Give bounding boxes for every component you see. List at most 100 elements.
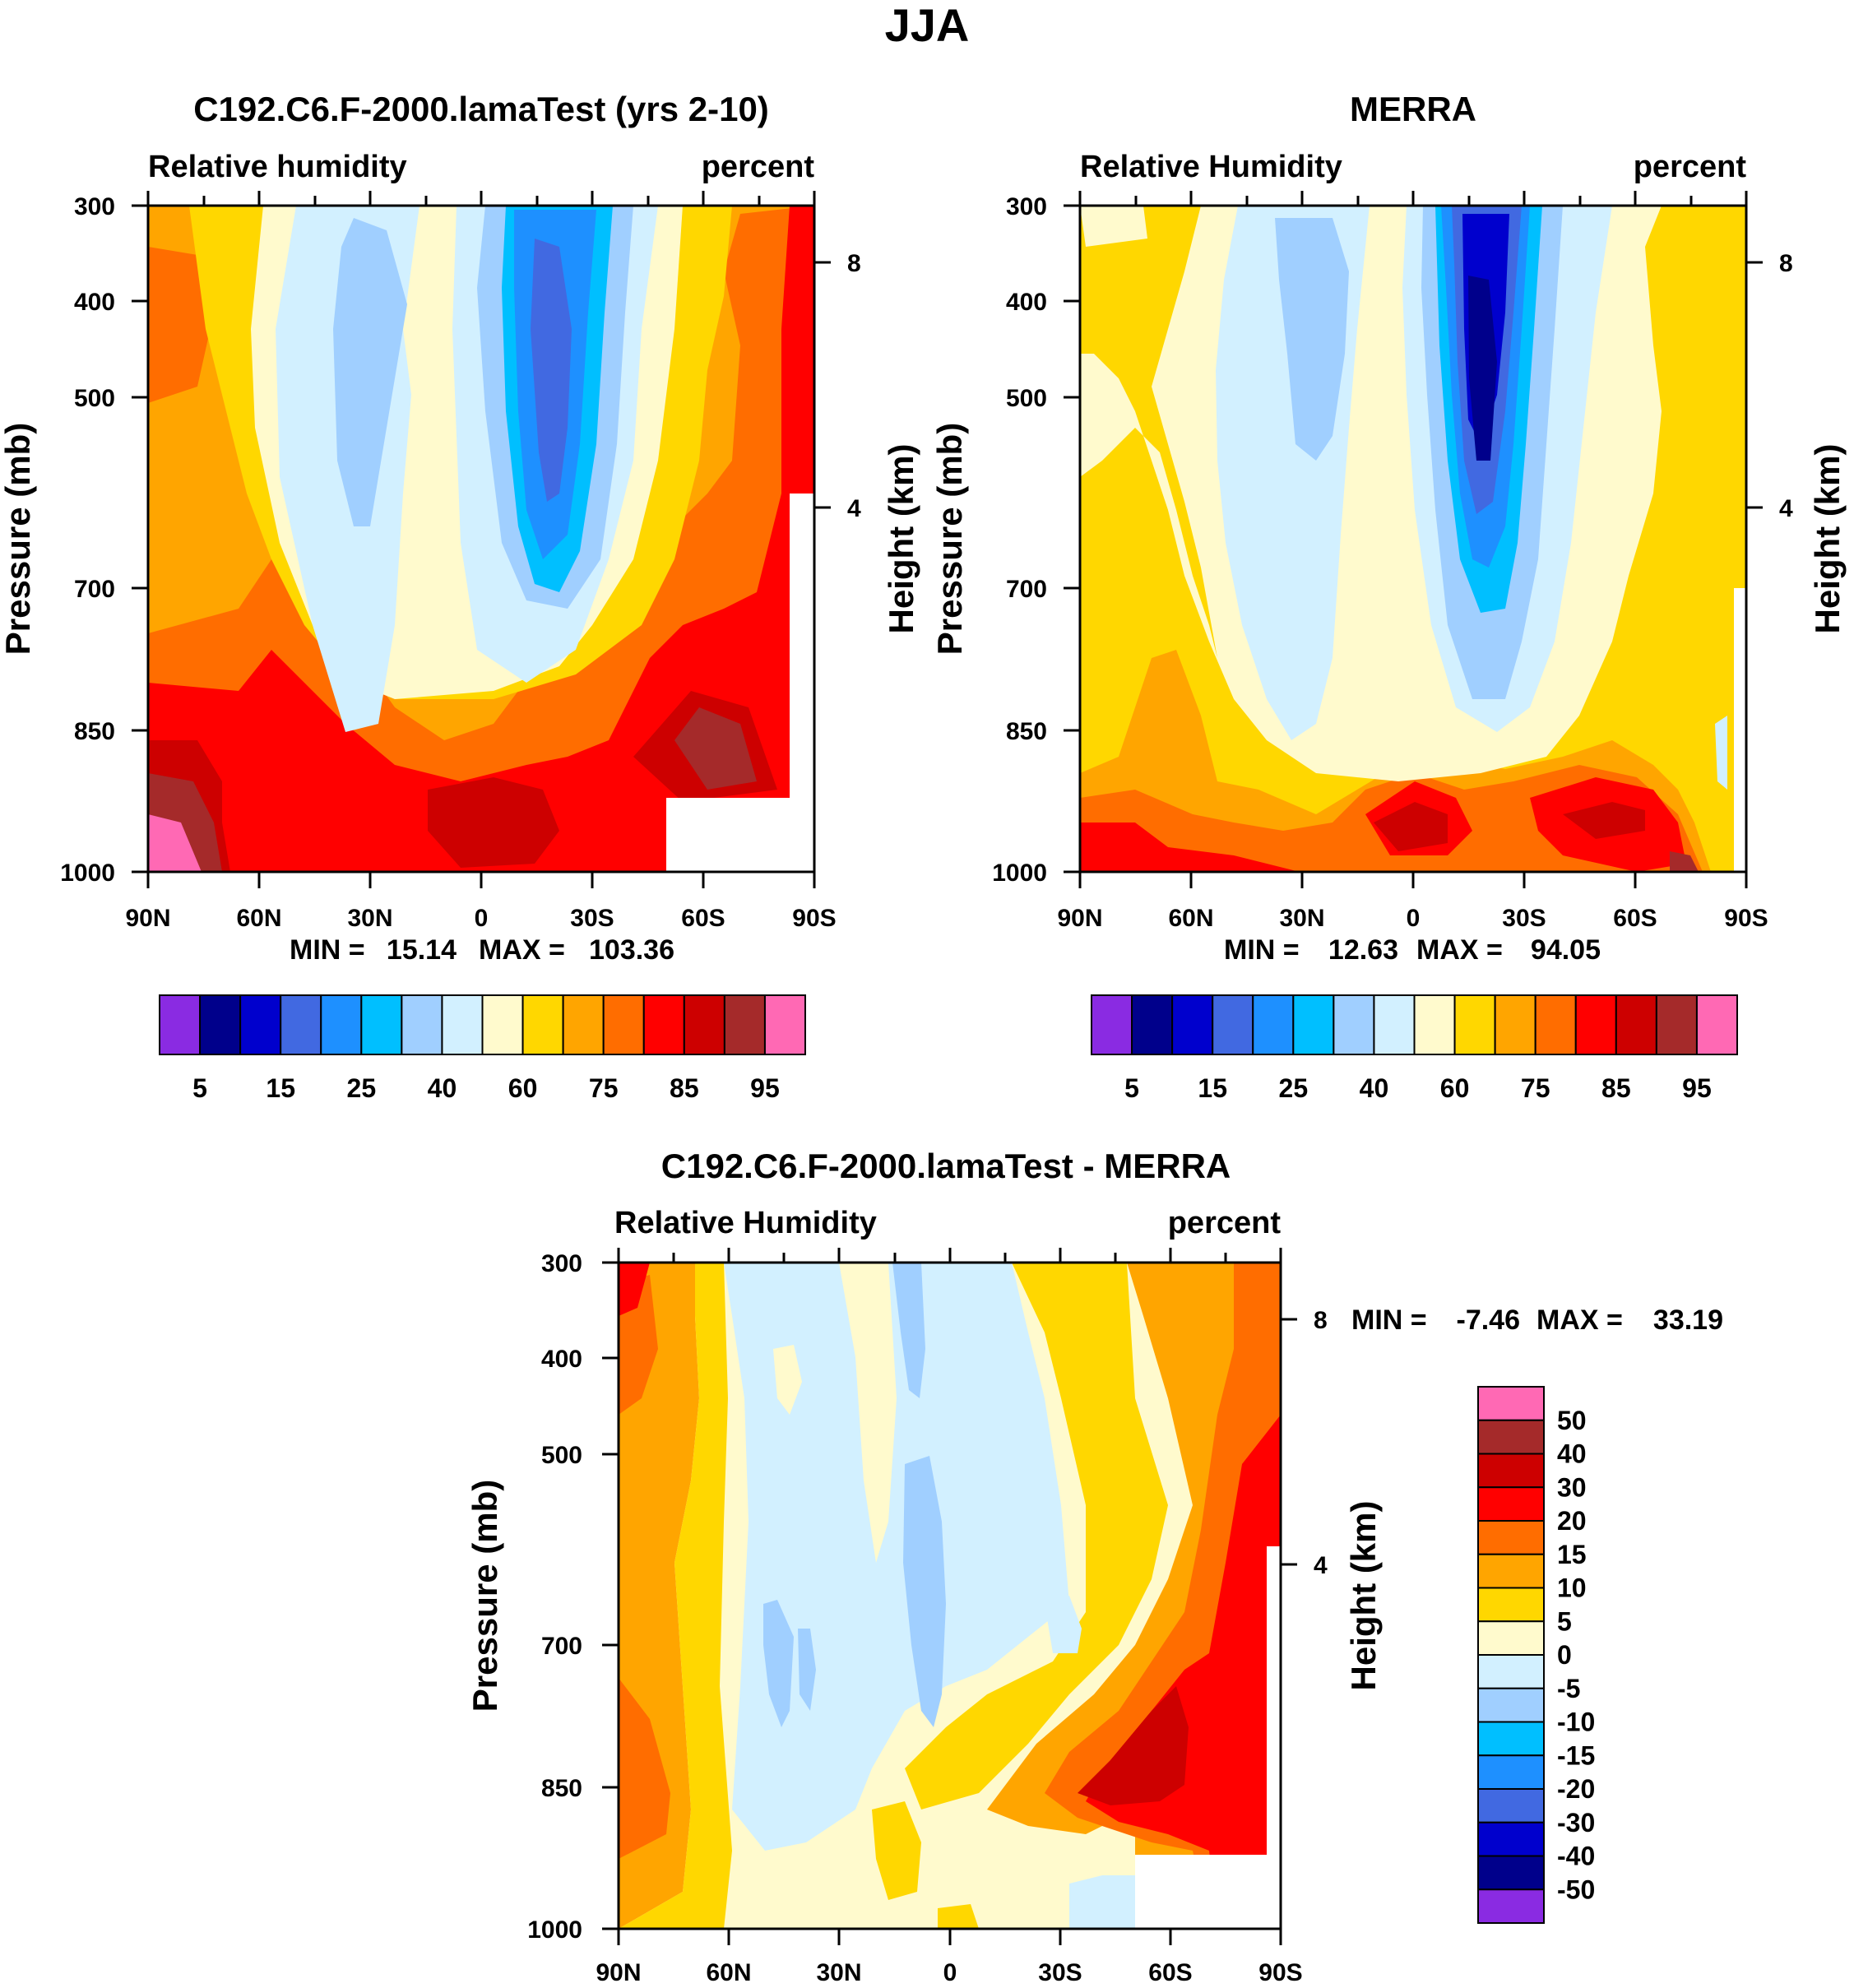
min-value: 12.63 bbox=[1328, 934, 1398, 966]
contour-band bbox=[1715, 716, 1727, 790]
max-value: 103.36 bbox=[589, 934, 674, 966]
y-tick-label: 1000 bbox=[992, 860, 1047, 887]
x-tick-labels: 90N 60N 30N 0 30S 60S 90S bbox=[1057, 905, 1768, 932]
colorbar-swatch bbox=[1477, 1721, 1545, 1757]
y-tick-labels: 300 400 500 700 850 1000 bbox=[60, 193, 115, 887]
y-tick-label: 500 bbox=[1006, 385, 1047, 412]
contour-band bbox=[773, 1345, 802, 1415]
y-axis-title: Pressure (mb) bbox=[0, 423, 37, 655]
contour-band bbox=[1374, 802, 1448, 851]
x-tick-labels: 90N 60N 30N 0 30S 60S 90S bbox=[596, 1959, 1302, 1986]
colorbar-swatch bbox=[1477, 1821, 1545, 1857]
colorbar-label: 0 bbox=[1557, 1640, 1572, 1670]
colorbar-swatch bbox=[1091, 994, 1133, 1055]
y-right-tick-labels: 8 4 bbox=[847, 250, 861, 522]
y-axis-title: Pressure (mb) bbox=[930, 423, 969, 655]
missing-data-region bbox=[1734, 588, 1746, 872]
panel-obs: MERRA Relative Humidity percent bbox=[930, 90, 1847, 1103]
contour-band bbox=[619, 1678, 670, 1859]
colorbar-swatch bbox=[1477, 1855, 1545, 1891]
min-max-readout: MIN = 15.14 MAX = 103.36 bbox=[290, 934, 674, 966]
colorbar-swatch bbox=[481, 994, 524, 1055]
panel-diff: C192.C6.F-2000.lamaTest - MERRA Relative… bbox=[466, 1147, 1723, 1986]
colorbar-swatch bbox=[1373, 994, 1416, 1055]
contour-band bbox=[1069, 1875, 1135, 1929]
colorbar-swatch bbox=[1477, 1520, 1545, 1555]
colorbar-swatch bbox=[1655, 994, 1698, 1055]
colorbar-label: 25 bbox=[347, 1073, 377, 1103]
y-tick-label: 400 bbox=[541, 1346, 582, 1373]
colorbar-swatch bbox=[1252, 994, 1295, 1055]
colorbar-label: 15 bbox=[1557, 1540, 1587, 1569]
colorbar-label: 85 bbox=[1601, 1073, 1631, 1103]
colorbar-swatch bbox=[1574, 994, 1617, 1055]
x-tick-label: 60N bbox=[236, 905, 281, 932]
colorbar-swatch bbox=[1477, 1553, 1545, 1589]
colorbar-label: -30 bbox=[1557, 1808, 1595, 1837]
colorbar-label: 15 bbox=[266, 1073, 295, 1103]
colorbar-label: 75 bbox=[589, 1073, 619, 1103]
colorbar-swatch bbox=[1477, 1788, 1545, 1823]
colorbar-swatch bbox=[1477, 1453, 1545, 1489]
contour-band bbox=[531, 239, 572, 502]
contour-band bbox=[872, 1801, 921, 1900]
colorbar-swatch bbox=[1333, 994, 1375, 1055]
y-right-axis-title: Height (km) bbox=[882, 444, 920, 634]
x-tick-label: 30N bbox=[1279, 905, 1324, 932]
contour-field bbox=[619, 1263, 1281, 1929]
y-right-axis-title: Height (km) bbox=[1808, 444, 1847, 634]
colorbar-swatch bbox=[521, 994, 564, 1055]
y-tick-label: 500 bbox=[74, 385, 115, 412]
y-axis-title: Pressure (mb) bbox=[466, 1480, 504, 1712]
missing-data-region bbox=[790, 494, 814, 806]
colorbar-swatch bbox=[723, 994, 766, 1055]
colorbar-swatch bbox=[1477, 1620, 1545, 1656]
colorbar-swatch bbox=[1477, 1419, 1545, 1455]
y-tick-label: 1000 bbox=[527, 1916, 582, 1944]
colorbar-swatch bbox=[1477, 1888, 1545, 1924]
contour-band bbox=[938, 1904, 979, 1929]
units-label: percent bbox=[1634, 150, 1747, 184]
y-tick-label: 500 bbox=[541, 1442, 582, 1469]
contour-band bbox=[1080, 823, 1300, 872]
variable-label: Relative Humidity bbox=[1080, 150, 1342, 184]
panel-model: C192.C6.F-2000.lamaTest (yrs 2-10) Relat… bbox=[0, 90, 920, 1103]
colorbar: 5 15 25 40 60 75 85 95 bbox=[1091, 994, 1738, 1103]
x-tick-label: 0 bbox=[1407, 905, 1421, 932]
min-label: MIN = bbox=[1224, 934, 1300, 966]
contour-band bbox=[839, 1263, 897, 1563]
colorbar-label: -50 bbox=[1557, 1874, 1595, 1904]
colorbar-swatch bbox=[441, 994, 484, 1055]
y-tick-label: 400 bbox=[74, 289, 115, 316]
x-tick-labels: 90N 60N 30N 0 30S 60S 90S bbox=[125, 905, 836, 932]
panel-title: MERRA bbox=[1350, 90, 1476, 128]
colorbar-swatch bbox=[1131, 994, 1174, 1055]
height-tick-label: 8 bbox=[1779, 250, 1793, 277]
colorbar-swatch bbox=[1477, 1654, 1545, 1689]
colorbar-label: 5 bbox=[192, 1073, 207, 1103]
max-label: MAX = bbox=[479, 934, 565, 966]
figure-title: JJA bbox=[885, 0, 970, 51]
contour-band bbox=[333, 218, 407, 526]
colorbar-label: 20 bbox=[1557, 1506, 1587, 1536]
colorbar-swatch bbox=[1695, 994, 1738, 1055]
units-label: percent bbox=[1168, 1206, 1282, 1240]
x-ticks bbox=[602, 1248, 1297, 1945]
colorbar-label: 95 bbox=[750, 1073, 780, 1103]
colorbar-label: -5 bbox=[1557, 1674, 1580, 1703]
contour-band bbox=[148, 814, 202, 872]
x-tick-label: 30S bbox=[1038, 1959, 1082, 1986]
x-tick-label: 30S bbox=[1502, 905, 1546, 932]
colorbar-swatch bbox=[280, 994, 322, 1055]
colorbar-swatch bbox=[401, 994, 443, 1055]
colorbar-swatch bbox=[1413, 994, 1456, 1055]
colorbar-swatch bbox=[602, 994, 645, 1055]
colorbar-label: 85 bbox=[670, 1073, 699, 1103]
x-tick-label: 90S bbox=[1258, 1959, 1302, 1986]
colorbar-label: -40 bbox=[1557, 1842, 1595, 1871]
contour-band bbox=[798, 1629, 816, 1711]
max-label: MAX = bbox=[1416, 934, 1503, 966]
missing-data-region bbox=[1267, 1546, 1281, 1859]
contour-band bbox=[1563, 802, 1645, 839]
contour-band bbox=[892, 1263, 925, 1398]
